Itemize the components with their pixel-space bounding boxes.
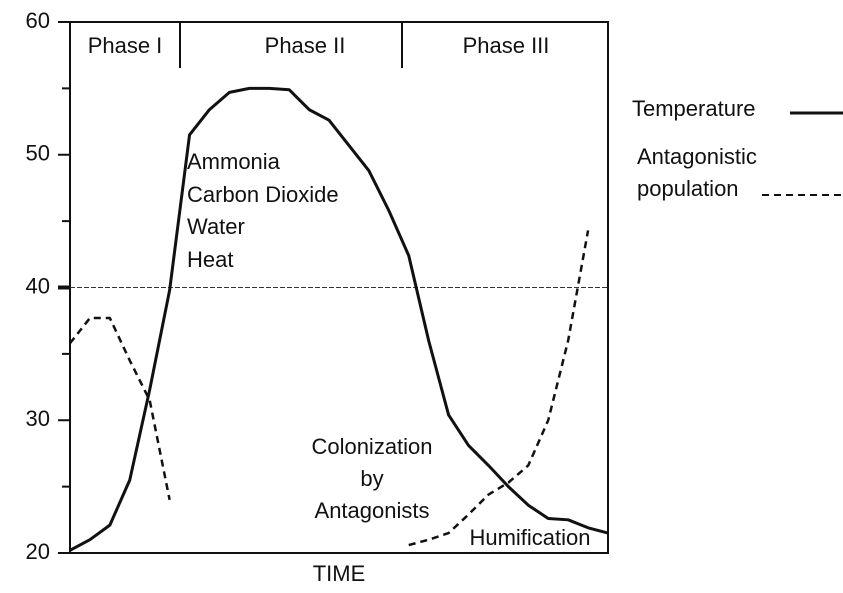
series-line [69,86,609,552]
legend-label: Antagonistic population [637,144,757,201]
phase-label: Phase III [463,33,550,58]
y-tick-label: 50 [26,141,50,166]
annotation: Colonization [311,434,432,459]
annotation: Heat [187,247,233,272]
x-axis-label: TIME [313,561,366,586]
annotation: Humification [469,525,590,550]
y-tick-label: 30 [26,406,50,431]
annotation: Antagonists [315,498,430,523]
annotation: Water [187,214,245,239]
annotation: Carbon Dioxide [187,182,339,207]
legend-label: Temperature [632,96,756,121]
y-tick-label: 20 [26,539,50,564]
y-tick-label: 60 [26,8,50,33]
phase-label: Phase I [88,33,163,58]
phase-label: Phase II [265,33,346,58]
annotation: Ammonia [187,149,281,174]
annotation: by [360,466,383,491]
series-line [69,230,590,547]
y-tick-label: 40 [26,273,50,298]
